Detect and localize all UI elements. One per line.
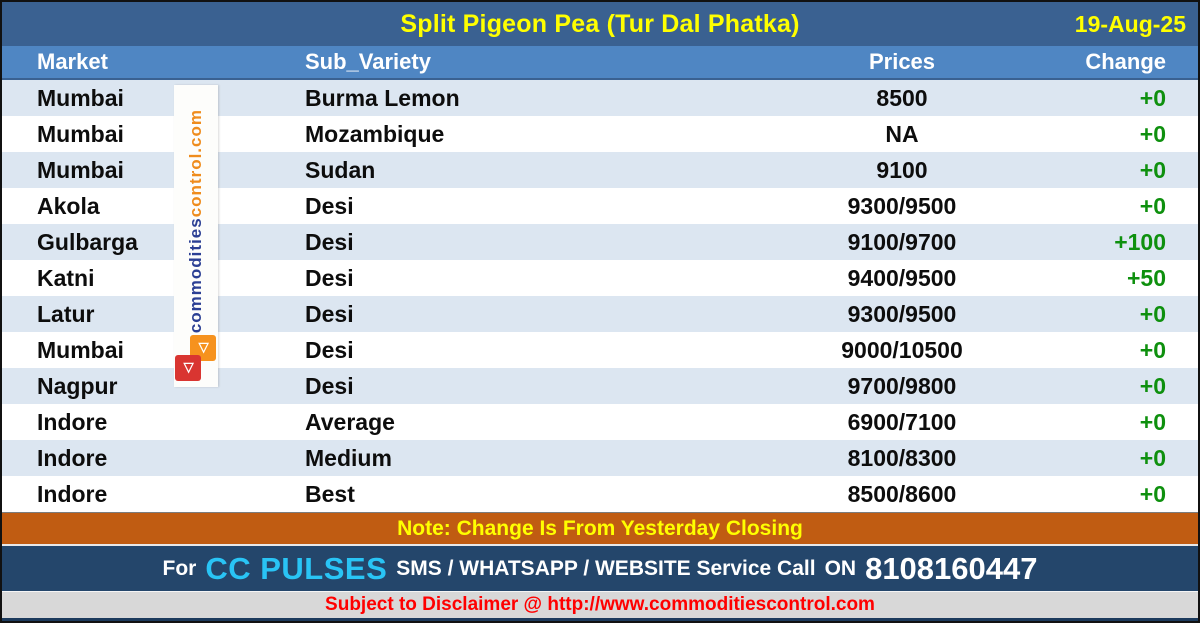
price-cell: 8500/8600: [847, 480, 957, 507]
variety-cell: Desi: [305, 192, 354, 219]
price-cell: 8100/8300: [847, 444, 957, 471]
variety-cell: Burma Lemon: [305, 84, 460, 111]
service-channels: SMS / WHATSAPP / WEBSITE Service Call: [396, 556, 816, 580]
change-cell: +50: [1126, 264, 1166, 291]
price-cell: NA: [885, 120, 919, 147]
price-cell: 9300/9500: [847, 300, 957, 327]
table-row: Indore Average 6900/7100 +0: [2, 404, 1198, 440]
service-prefix: For: [162, 556, 197, 580]
brand-name: CC PULSES: [205, 550, 388, 586]
change-cell: +0: [1139, 336, 1166, 363]
price-cell: 9100: [876, 156, 928, 183]
variety-cell: Desi: [305, 336, 354, 363]
change-cell: +0: [1139, 372, 1166, 399]
commoditiescontrol-logo: ◁ ◁: [174, 335, 218, 387]
watermark-strip: commoditiescontrol.com ◁ ◁: [174, 85, 218, 387]
col-header-change: Change: [1085, 49, 1166, 74]
table-row: Indore Best 8500/8600 +0: [2, 476, 1198, 512]
price-cell: 8500: [876, 84, 928, 111]
change-cell: +0: [1139, 408, 1166, 435]
market-cell: Mumbai: [37, 336, 124, 363]
market-cell: Latur: [37, 300, 95, 327]
variety-cell: Desi: [305, 300, 354, 327]
change-cell: +0: [1139, 192, 1166, 219]
market-cell: Mumbai: [37, 84, 124, 111]
market-cell: Nagpur: [37, 372, 118, 399]
change-cell: +0: [1139, 120, 1166, 147]
service-on-label: ON: [824, 556, 857, 580]
variety-cell: Mozambique: [305, 120, 445, 147]
market-cell: Indore: [37, 408, 108, 435]
change-cell: +0: [1139, 156, 1166, 183]
bottom-strip: [2, 618, 1198, 621]
note-text: Note: Change Is From Yesterday Closing: [397, 516, 803, 540]
change-cell: +0: [1139, 444, 1166, 471]
service-bar: For CC PULSES SMS / WHATSAPP / WEBSITE S…: [2, 544, 1198, 591]
price-cell: 9700/9800: [847, 372, 957, 399]
col-header-prices: Prices: [868, 49, 936, 74]
title-bar: Split Pigeon Pea (Tur Dal Phatka) 19-Aug…: [2, 2, 1198, 46]
market-cell: Akola: [37, 192, 100, 219]
change-cell: +100: [1114, 228, 1166, 255]
logo-red-square-icon: ◁: [175, 355, 201, 381]
market-cell: Mumbai: [37, 156, 124, 183]
market-cell: Mumbai: [37, 120, 124, 147]
price-cell: 9300/9500: [847, 192, 957, 219]
price-cell: 6900/7100: [847, 408, 957, 435]
disclaimer-bar: Subject to Disclaimer @ http://www.commo…: [2, 591, 1198, 618]
watermark-text-blue: commodities: [186, 217, 205, 333]
change-cell: +0: [1139, 300, 1166, 327]
note-bar: Note: Change Is From Yesterday Closing: [2, 512, 1198, 544]
disclaimer-text: Subject to Disclaimer @ http://www.commo…: [325, 594, 875, 615]
change-cell: +0: [1139, 84, 1166, 111]
market-cell: Indore: [37, 480, 108, 507]
col-header-market: Market: [37, 49, 108, 74]
price-cell: 9000/10500: [841, 336, 963, 363]
price-cell: 9100/9700: [847, 228, 957, 255]
service-phone-number: 8108160447: [865, 550, 1038, 586]
variety-cell: Desi: [305, 372, 354, 399]
table-row: Indore Medium 8100/8300 +0: [2, 440, 1198, 476]
variety-cell: Desi: [305, 228, 354, 255]
market-cell: Gulbarga: [37, 228, 138, 255]
variety-cell: Medium: [305, 444, 392, 471]
watermark-text: commoditiescontrol.com: [186, 109, 206, 333]
report-date: 19-Aug-25: [1074, 10, 1186, 37]
table-header: Market Sub_Variety Prices Change: [2, 46, 1198, 80]
page-title: Split Pigeon Pea (Tur Dal Phatka): [400, 9, 800, 38]
watermark-text-orange: control.com: [186, 108, 205, 218]
market-cell: Indore: [37, 444, 108, 471]
variety-cell: Desi: [305, 264, 354, 291]
change-cell: +0: [1139, 480, 1166, 507]
variety-cell: Sudan: [305, 156, 376, 183]
variety-cell: Best: [305, 480, 355, 507]
variety-cell: Average: [305, 408, 395, 435]
market-cell: Katni: [37, 264, 95, 291]
price-cell: 9400/9500: [847, 264, 957, 291]
col-header-variety: Sub_Variety: [305, 49, 431, 74]
